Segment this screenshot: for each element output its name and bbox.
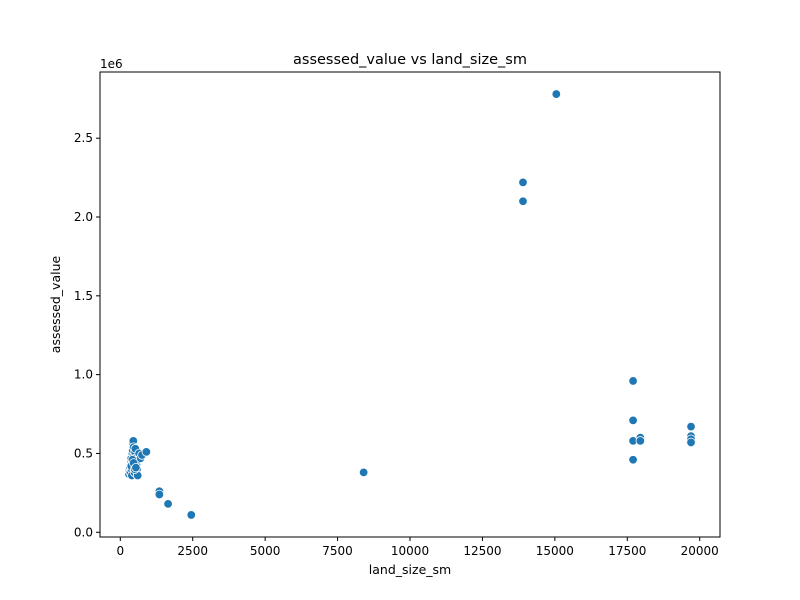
- data-point: [628, 376, 638, 386]
- x-axis-label: land_size_sm: [369, 562, 451, 577]
- y-offset-label: 1e6: [100, 57, 123, 71]
- y-tick-label: 2.5: [74, 131, 93, 145]
- data-point: [628, 415, 638, 426]
- data-point: [154, 489, 165, 500]
- data-point: [518, 196, 528, 206]
- x-tick-label: 10000: [391, 544, 429, 558]
- data-point: [686, 421, 696, 432]
- y-tick-label: 1.0: [74, 368, 93, 382]
- data-point: [551, 89, 562, 99]
- data-point: [163, 499, 173, 509]
- y-tick-label: 0.0: [74, 525, 93, 539]
- x-tick-label: 15000: [536, 544, 574, 558]
- data-point: [518, 177, 528, 188]
- x-axis-ticks: 0 2500 5000 7500 10000 12500 15000 17500 20000: [116, 537, 719, 558]
- x-tick-label: 7500: [322, 544, 353, 558]
- plot-frame: [99, 71, 721, 538]
- data-point: [131, 462, 141, 473]
- x-tick-label: 5000: [250, 544, 281, 558]
- chart-title: assessed_value vs land_size_sm: [293, 52, 527, 68]
- y-tick-label: 0.5: [74, 446, 93, 460]
- x-tick-label: 12500: [463, 544, 501, 558]
- data-point: [628, 455, 638, 465]
- y-axis-label: assessed_value: [48, 255, 63, 353]
- y-axis-ticks: 0.0 0.5 1.0 1.5 2.0 2.5: [74, 131, 100, 539]
- data-point: [141, 447, 152, 457]
- scatter-points: [124, 89, 696, 520]
- x-tick-label: 2500: [177, 544, 208, 558]
- y-tick-label: 2.0: [74, 210, 93, 224]
- data-point: [186, 510, 196, 520]
- x-tick-label: 0: [116, 544, 124, 558]
- data-point: [635, 436, 646, 446]
- data-point: [686, 437, 696, 448]
- y-tick-label: 1.5: [74, 289, 93, 303]
- data-point: [358, 467, 369, 478]
- x-tick-label: 17500: [608, 544, 646, 558]
- x-tick-label: 20000: [681, 544, 719, 558]
